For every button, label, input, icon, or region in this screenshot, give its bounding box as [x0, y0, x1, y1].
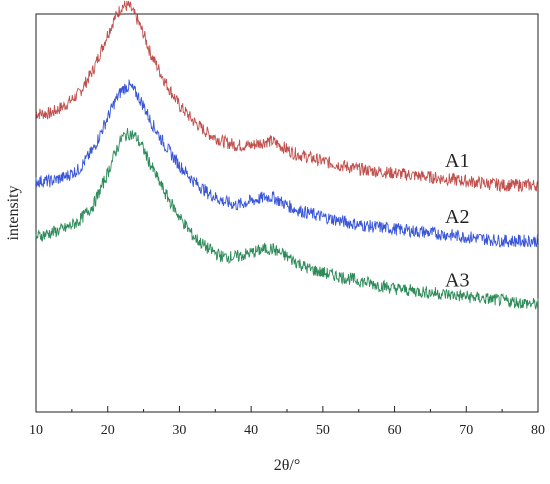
series-layer — [35, 0, 539, 310]
x-tick-label: 40 — [244, 423, 258, 438]
x-tick-label: 70 — [459, 423, 473, 438]
x-axis-title: 2θ/° — [274, 457, 301, 474]
x-tick-label: 10 — [29, 423, 43, 438]
x-tick-label: 50 — [316, 423, 330, 438]
series-label-a1: A1 — [445, 150, 469, 172]
x-tick-label: 80 — [531, 423, 545, 438]
series-label-a2: A2 — [445, 206, 469, 228]
series-line-a3 — [35, 127, 539, 310]
series-line-a1 — [35, 0, 539, 193]
series-labels: A1 A2 A3 — [445, 150, 469, 291]
y-axis-title: intensity — [5, 185, 22, 240]
x-tick-label: 30 — [172, 423, 186, 438]
x-axis-ticks: 10 20 30 40 50 60 70 80 — [29, 406, 545, 438]
x-tick-label: 60 — [388, 423, 402, 438]
series-label-a3: A3 — [445, 270, 469, 292]
x-tick-label: 20 — [101, 423, 115, 438]
series-line-a2 — [35, 79, 539, 248]
